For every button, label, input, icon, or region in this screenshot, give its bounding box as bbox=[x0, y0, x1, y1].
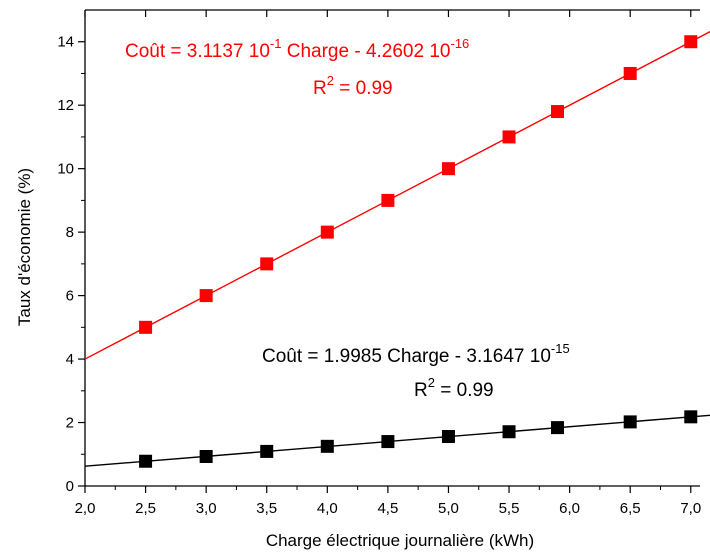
series-1-point bbox=[551, 421, 564, 435]
axes bbox=[84, 9, 700, 487]
series-0-point bbox=[441, 162, 455, 176]
series-0-fit-line bbox=[84, 30, 710, 360]
y-tick-label: 2 bbox=[66, 415, 74, 432]
x-tick-label: 6,0 bbox=[559, 500, 580, 517]
x-tick-label: 6,5 bbox=[620, 500, 641, 517]
red-r2-R: R bbox=[313, 78, 327, 99]
red-eq-part-1: Coût = 3.1137 10 bbox=[125, 41, 270, 62]
red-eq-sup-1: -1 bbox=[270, 36, 282, 51]
series-1-point bbox=[260, 444, 274, 458]
black-eq-sup-1: -15 bbox=[551, 341, 570, 356]
red-eq-part-2: Charge - 4.2602 10 bbox=[281, 41, 450, 62]
series-0-point bbox=[502, 130, 516, 144]
series-1-point bbox=[623, 415, 637, 429]
y-tick-label: 10 bbox=[57, 161, 74, 178]
red-fit-equation: Coût = 3.1137 10-1 Charge - 4.2602 10-16 bbox=[125, 36, 469, 62]
series-1-point bbox=[684, 410, 698, 424]
x-tick-label: 4,0 bbox=[317, 500, 338, 517]
series-1-point bbox=[502, 425, 516, 439]
black-r2-val: = 0.99 bbox=[435, 380, 494, 401]
series-0-point bbox=[551, 105, 564, 119]
black-r2-sup: 2 bbox=[428, 375, 435, 390]
black-fit-equation: Coût = 1.9985 Charge - 3.1647 10-15 bbox=[262, 341, 570, 367]
fit-lines bbox=[84, 30, 710, 467]
series-1-fit-line bbox=[84, 414, 710, 467]
x-tick-label: 5,5 bbox=[499, 500, 520, 517]
series-0-point bbox=[260, 257, 274, 271]
black-r2-R: R bbox=[414, 380, 428, 401]
y-tick-label: 8 bbox=[66, 224, 74, 241]
series-1-point bbox=[199, 449, 213, 463]
y-tick-label: 6 bbox=[66, 288, 74, 305]
x-tick-label: 7,0 bbox=[680, 500, 701, 517]
series-0-point bbox=[139, 320, 153, 334]
ticks: 2,0 2,5 3,0 3,5 4,0 4,5 5,0 5,5 6,0 6,5 7,0 0 2 4 6 8 10… bbox=[57, 10, 701, 517]
red-eq-sup-2: -16 bbox=[450, 36, 469, 51]
y-tick-label: 14 bbox=[57, 34, 74, 51]
red-r2-sup: 2 bbox=[327, 73, 334, 88]
series-0-point bbox=[381, 193, 395, 207]
x-tick-label: 5,0 bbox=[438, 500, 459, 517]
series-1-point bbox=[381, 435, 395, 449]
y-tick-label: 0 bbox=[66, 478, 74, 495]
series-1-point bbox=[139, 454, 153, 468]
series-0-point bbox=[199, 289, 213, 303]
x-tick-label: 4,5 bbox=[377, 500, 398, 517]
series-0-point bbox=[684, 35, 698, 49]
series-1-point bbox=[320, 439, 334, 453]
series-0-point bbox=[623, 66, 637, 80]
red-r2-val: = 0.99 bbox=[334, 78, 393, 99]
x-tick-label: 2,0 bbox=[75, 500, 96, 517]
x-tick-label: 3,0 bbox=[196, 500, 217, 517]
x-tick-label: 3,5 bbox=[256, 500, 277, 517]
x-tick-label: 2,5 bbox=[135, 500, 156, 517]
black-eq-part-1: Coût = 1.9985 Charge - 3.1647 10 bbox=[262, 346, 551, 367]
black-fit-r2: R2 = 0.99 bbox=[414, 375, 494, 401]
y-axis-title: Taux d'économie (%) bbox=[15, 168, 34, 326]
y-tick-label: 12 bbox=[57, 97, 74, 114]
markers bbox=[139, 35, 698, 468]
red-fit-r2: R2 = 0.99 bbox=[313, 73, 393, 99]
x-axis-title: Charge électrique journalière (kWh) bbox=[266, 531, 534, 550]
y-tick-label: 4 bbox=[66, 351, 74, 368]
series-0-point bbox=[320, 225, 334, 239]
series-1-point bbox=[441, 429, 455, 443]
